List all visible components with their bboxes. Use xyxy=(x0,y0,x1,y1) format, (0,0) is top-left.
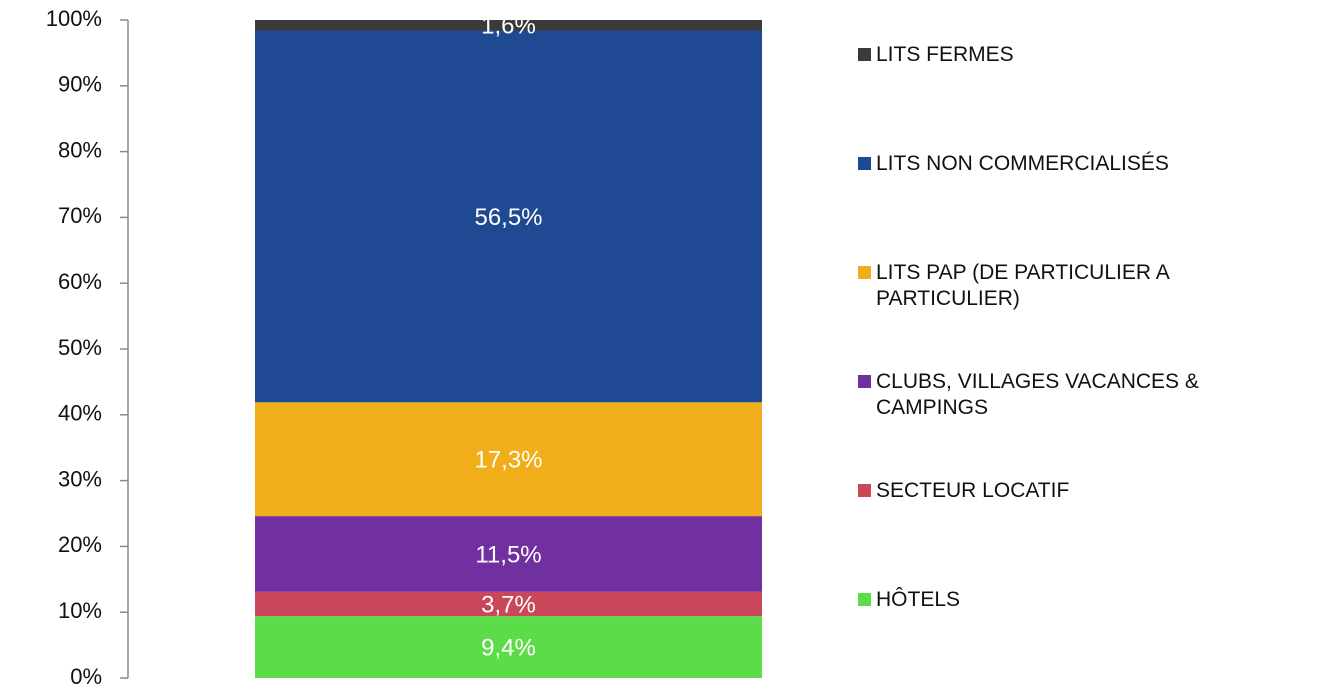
legend-swatch xyxy=(858,593,871,606)
bar-segment xyxy=(255,30,762,403)
bar-segment xyxy=(255,20,762,31)
legend-label: LITS NON COMMERCIALISÉS xyxy=(876,152,1169,175)
legend-label: LITS FERMES xyxy=(876,43,1014,66)
bar-segment xyxy=(255,591,762,617)
bar-segment xyxy=(255,516,762,592)
legend-label: SECTEUR LOCATIF xyxy=(876,479,1070,502)
legend-item: SECTEUR LOCATIF xyxy=(858,478,1313,504)
legend-item: LITS NON COMMERCIALISÉS xyxy=(858,151,1313,177)
y-tick-label: 40% xyxy=(58,401,102,426)
legend-swatch xyxy=(858,157,871,170)
legend-swatch xyxy=(858,484,871,497)
legend-label: LITS PAP (DE PARTICULIER A PARTICULIER) xyxy=(876,261,1169,310)
y-tick-label: 100% xyxy=(46,6,102,31)
legend-label: CLUBS, VILLAGES VACANCES & CAMPINGS xyxy=(876,370,1199,419)
y-tick-label: 90% xyxy=(58,72,102,97)
y-tick-label: 10% xyxy=(58,598,102,623)
value-label: 3,7% xyxy=(481,591,536,618)
value-label: 17,3% xyxy=(474,447,542,474)
y-tick-label: 30% xyxy=(58,466,102,491)
value-label: 9,4% xyxy=(481,634,536,661)
y-tick-label: 60% xyxy=(58,269,102,294)
y-tick-label: 80% xyxy=(58,137,102,162)
value-label: 1,6% xyxy=(481,13,536,40)
y-tick-label: 50% xyxy=(58,335,102,360)
y-tick-label: 0% xyxy=(70,664,102,689)
legend-item: HÔTELS xyxy=(858,587,1313,613)
legend-label: HÔTELS xyxy=(876,588,961,611)
value-label: 56,5% xyxy=(474,204,542,231)
y-tick-label: 70% xyxy=(58,203,102,228)
bar-segment xyxy=(255,402,762,517)
legend-swatch xyxy=(858,375,871,388)
legend-swatch xyxy=(858,266,871,279)
bar-segment xyxy=(255,616,762,678)
legend-item: CLUBS, VILLAGES VACANCES & CAMPINGS xyxy=(858,369,1313,421)
y-tick-label: 20% xyxy=(58,532,102,557)
legend-item: LITS PAP (DE PARTICULIER A PARTICULIER) xyxy=(858,260,1313,312)
legend-swatch xyxy=(858,48,871,61)
value-label: 11,5% xyxy=(475,541,541,568)
legend-item: LITS FERMES xyxy=(858,42,1313,68)
